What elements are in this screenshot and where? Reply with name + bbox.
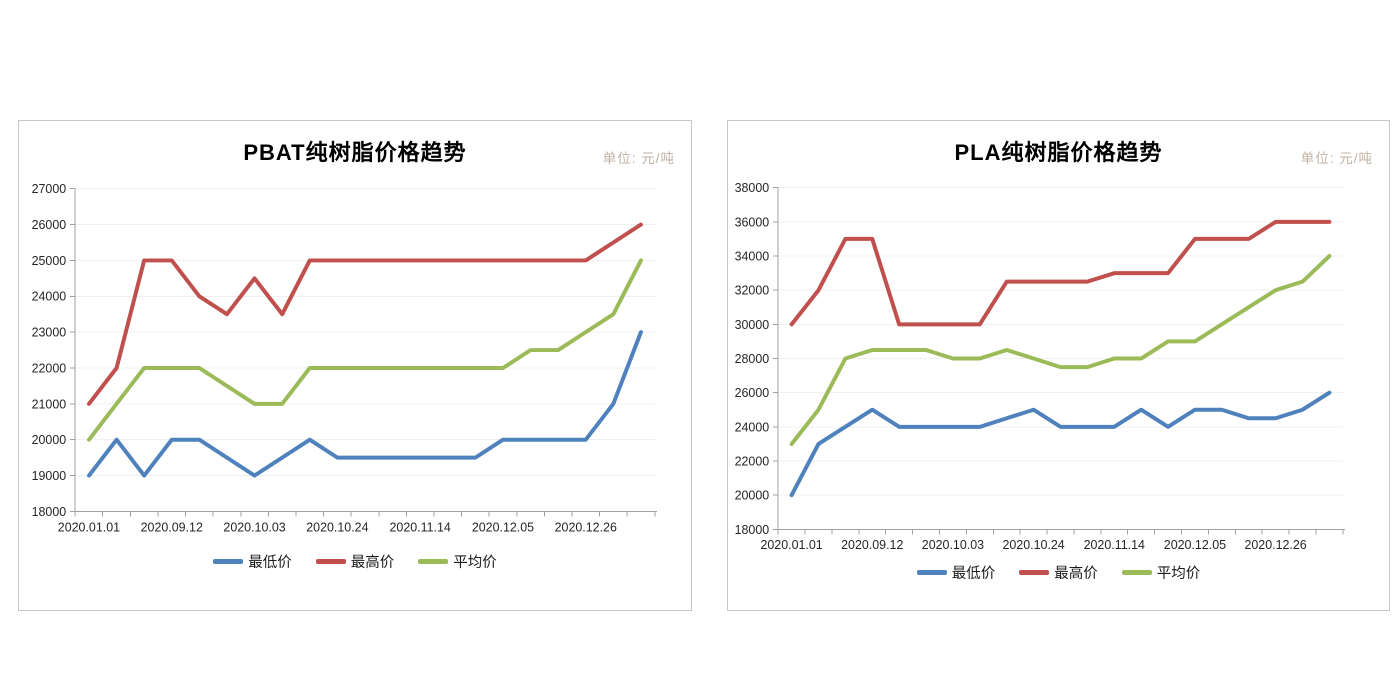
legend-line-swatch <box>1121 570 1152 575</box>
legend-item-1: 最高价 <box>315 551 395 572</box>
x-axis-label: 2020.10.03 <box>922 538 984 552</box>
y-axis-label: 24000 <box>735 420 770 434</box>
y-axis-label: 25000 <box>32 254 67 268</box>
y-axis-label: 26000 <box>32 218 67 232</box>
y-axis-label: 20000 <box>735 489 770 503</box>
legend-item-0: 最低价 <box>213 551 292 572</box>
legend-line-swatch <box>916 570 947 575</box>
legend-line-swatch <box>213 559 244 564</box>
legend-label: 最高价 <box>350 555 395 571</box>
legend-line-swatch <box>315 559 346 564</box>
pla-unit-label: 单位: 元/吨 <box>1300 151 1373 166</box>
y-axis-label: 36000 <box>735 215 770 229</box>
legend-label: 平均价 <box>1156 566 1201 582</box>
legend-label: 最低价 <box>248 555 292 571</box>
y-axis-label: 27000 <box>32 182 67 196</box>
y-axis-label: 22000 <box>32 361 67 375</box>
legend-item-2: 平均价 <box>418 551 497 572</box>
pla-chart-panel: 18000 20000 22000 24000 26000 28000 30000 32000… <box>727 120 1390 611</box>
y-axis-label: 24000 <box>32 290 67 304</box>
series-line-1 <box>86 222 643 406</box>
legend-line-swatch <box>418 559 449 564</box>
x-axis-label: 2020.10.03 <box>223 520 285 534</box>
series-line-2 <box>789 254 1332 446</box>
x-axis-label: 2020.01.01 <box>760 538 822 552</box>
y-axis-label: 18000 <box>32 505 67 519</box>
y-axis-label: 23000 <box>32 326 67 340</box>
y-axis-label: 22000 <box>735 454 770 468</box>
legend-item-2: 平均价 <box>1121 562 1201 583</box>
legend-label: 平均价 <box>453 555 497 571</box>
pbat-unit-label: 单位: 元/吨 <box>602 151 675 166</box>
pbat-chart-title: PBAT纯树脂价格趋势 <box>243 140 467 165</box>
x-axis-label: 2020.09.12 <box>141 520 203 534</box>
series-line-2 <box>86 258 643 442</box>
y-axis-label: 38000 <box>735 181 770 195</box>
x-axis-label: 2020.10.24 <box>306 520 368 534</box>
legend-label: 最低价 <box>951 566 996 582</box>
y-axis-label: 19000 <box>32 469 67 483</box>
series-line-0 <box>86 330 643 478</box>
x-axis-label: 2020.12.26 <box>555 520 617 534</box>
pla-plot-area: 18000 20000 22000 24000 26000 28000 30000 32000… <box>735 181 1345 552</box>
x-axis-label: 2020.11.14 <box>389 520 450 534</box>
pbat-legend: 最低价 最高价 平均价 <box>19 551 691 572</box>
pbat-chart-panel: 18000 19000 20000 21000 22000 23000 24000 25000… <box>18 120 692 611</box>
pbat-plot-area: 18000 19000 20000 21000 22000 23000 24000 25000… <box>32 182 657 534</box>
y-axis-label: 30000 <box>735 318 770 332</box>
y-axis-label: 18000 <box>735 523 770 537</box>
x-axis-label: 2020.01.01 <box>58 520 120 534</box>
series-line-1 <box>789 219 1332 327</box>
series-line-0 <box>789 390 1332 498</box>
x-axis-label: 2020.11.14 <box>1084 538 1145 552</box>
x-axis-label: 2020.10.24 <box>1002 538 1064 552</box>
x-axis-label: 2020.12.05 <box>472 520 534 534</box>
y-axis-label: 21000 <box>32 397 67 411</box>
y-axis-label: 34000 <box>735 250 770 264</box>
pla-chart-title: PLA纯树脂价格趋势 <box>954 140 1163 165</box>
legend-label: 最高价 <box>1054 566 1098 582</box>
legend-item-1: 最高价 <box>1019 562 1098 583</box>
y-axis-label: 20000 <box>32 433 67 447</box>
y-axis-label: 32000 <box>735 284 770 298</box>
pla-legend: 最低价 最高价 平均价 <box>728 562 1389 583</box>
x-axis-label: 2020.09.12 <box>841 538 903 552</box>
legend-item-0: 最低价 <box>916 562 996 583</box>
y-axis-label: 26000 <box>735 386 770 400</box>
legend-line-swatch <box>1019 570 1050 575</box>
y-axis-label: 28000 <box>735 352 770 366</box>
x-axis-label: 2020.12.05 <box>1164 538 1226 552</box>
x-axis-label: 2020.12.26 <box>1244 538 1306 552</box>
